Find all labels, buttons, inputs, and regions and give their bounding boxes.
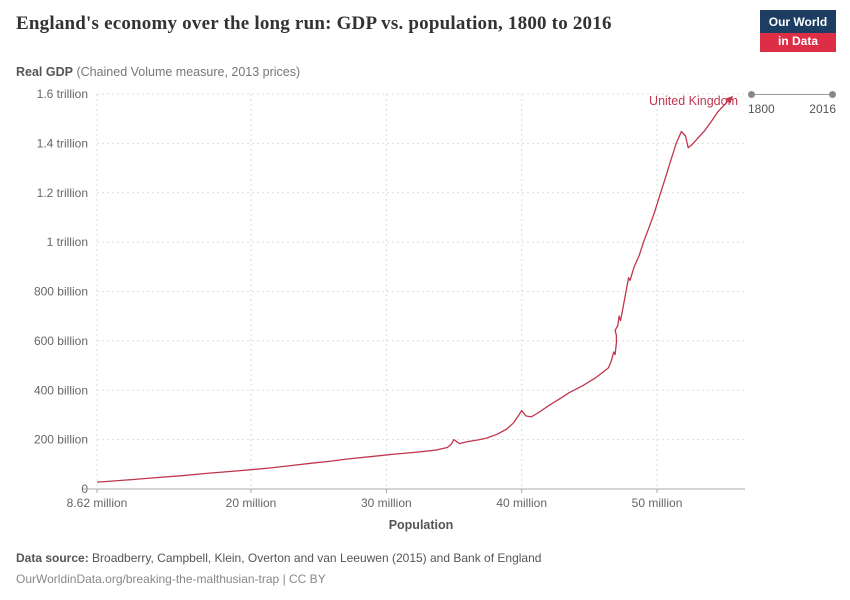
chart-subtitle: Real GDP (Chained Volume measure, 2013 p… <box>16 65 300 79</box>
x-tick-label: 20 million <box>226 496 277 510</box>
slider-bar <box>752 94 832 95</box>
slider-track[interactable] <box>748 90 836 99</box>
slider-end-label: 2016 <box>809 102 836 116</box>
slider-start-handle[interactable] <box>748 91 755 98</box>
subtitle-detail: (Chained Volume measure, 2013 prices) <box>72 65 301 79</box>
owid-logo-line2: in Data <box>760 33 836 52</box>
x-tick-label: 8.62 million <box>67 496 128 510</box>
y-tick-label: 200 billion <box>34 433 88 447</box>
data-source-label: Data source: <box>16 551 89 565</box>
x-tick-label: 30 million <box>361 496 412 510</box>
y-tick-label: 1 trillion <box>47 235 88 249</box>
attribution-link[interactable]: OurWorldinData.org/breaking-the-malthusi… <box>16 572 326 586</box>
y-tick-label: 600 billion <box>34 334 88 348</box>
slider-start-label: 1800 <box>748 102 775 116</box>
x-tick-label: 40 million <box>496 496 547 510</box>
series-label[interactable]: United Kingdom <box>649 94 738 108</box>
owid-logo[interactable]: Our World in Data <box>760 10 836 52</box>
subtitle-variable: Real GDP <box>16 65 73 79</box>
slider-end-handle[interactable] <box>829 91 836 98</box>
y-tick-label: 400 billion <box>34 383 88 397</box>
gdp-line[interactable] <box>96 95 733 483</box>
x-tick-label: 50 million <box>632 496 683 510</box>
owid-logo-line1: Our World <box>768 15 828 29</box>
x-axis-title: Population <box>389 518 454 532</box>
y-tick-label: 1.2 trillion <box>37 186 88 200</box>
data-source-text: Broadberry, Campbell, Klein, Overton and… <box>88 551 542 565</box>
data-source-line: Data source: Broadberry, Campbell, Klein… <box>16 548 541 569</box>
year-range-slider[interactable]: 1800 2016 <box>748 90 836 116</box>
y-tick-label: 1.4 trillion <box>37 136 88 150</box>
page-title: England's economy over the long run: GDP… <box>16 13 612 34</box>
y-tick-label: 800 billion <box>34 285 88 299</box>
y-tick-label: 1.6 trillion <box>37 87 88 101</box>
chart-footer: Data source: Broadberry, Campbell, Klein… <box>16 548 541 590</box>
